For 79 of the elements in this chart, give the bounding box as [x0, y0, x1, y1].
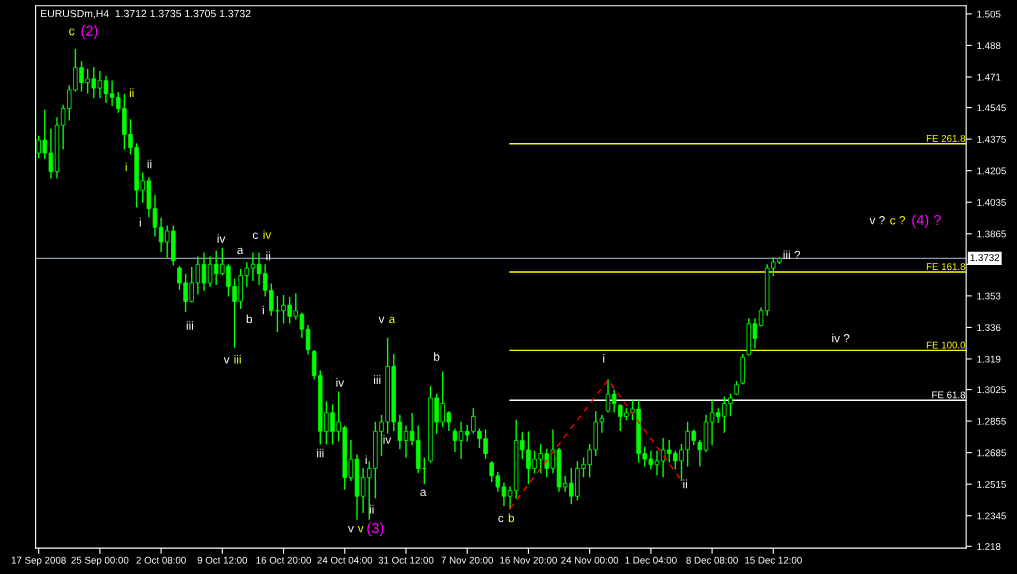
annotation: a	[389, 316, 396, 324]
ref-line-label: FE 61.8	[932, 391, 966, 399]
annotation: i	[365, 455, 367, 465]
y-tick-label: 1.4035	[977, 198, 1006, 206]
annotation: iv	[383, 435, 392, 444]
annotation: ii	[147, 159, 152, 169]
annotation: c ?	[890, 216, 906, 225]
y-tick-label: 1.2855	[977, 417, 1006, 425]
annotation: v	[378, 316, 385, 324]
annotation: (3)	[367, 522, 384, 537]
annotation: v	[223, 357, 230, 364]
annotation: i	[125, 162, 127, 172]
annotation: iv	[217, 234, 226, 243]
candlestick	[605, 379, 611, 413]
candlestick	[103, 75, 109, 104]
y-tick-label: 1.336	[977, 324, 1001, 332]
x-tick-label: 7 Nov 20:00	[441, 556, 494, 564]
annotation: c	[252, 232, 259, 239]
ref-line-label: FE 161.8	[926, 263, 966, 271]
annotation: iv	[263, 230, 272, 239]
y-tick-label: 1.2345	[977, 512, 1006, 520]
annotation: iii	[234, 354, 241, 364]
annotation: iii ?	[783, 250, 801, 260]
y-tick-label: 1.2515	[977, 480, 1006, 488]
x-tick-label: 24 Nov 00:00	[561, 556, 619, 564]
annotation: v	[357, 526, 364, 533]
y-tick-label: 1.4545	[977, 104, 1006, 112]
y-tick-label: 1.353	[977, 292, 1001, 300]
y-tick-label: 1.3865	[977, 230, 1006, 238]
x-tick-label: 16 Nov 20:00	[500, 556, 557, 564]
annotation: iv ?	[832, 333, 850, 343]
annotation: ii	[369, 504, 374, 514]
chart-title: EURUSDm,H4 1.3712 1.3735 1.3705 1.3732	[41, 9, 251, 19]
annotation: a	[237, 247, 244, 255]
annotation: b	[434, 352, 440, 361]
y-tick-label: 1.471	[977, 73, 1001, 81]
annotation: b	[508, 513, 515, 523]
annotation: ii	[266, 251, 271, 261]
annotation: b	[246, 314, 253, 324]
y-tick-label: 1.4375	[977, 135, 1006, 143]
ref-line-label: FE 261.8	[926, 134, 966, 142]
y-tick-label: 1.4205	[977, 167, 1006, 175]
x-tick-label: 1 Dec 04:00	[625, 556, 677, 564]
x-tick-label: 16 Oct 20:00	[256, 556, 311, 564]
y-tick-label: 1.488	[977, 42, 1001, 50]
x-tick-label: 15 Dec 12:00	[745, 556, 802, 564]
y-tick-label: 1.3025	[977, 386, 1006, 394]
candlestick	[452, 428, 458, 453]
x-tick-label: 17 Sep 2008	[11, 556, 66, 566]
annotation: v ?	[869, 216, 885, 225]
y-tick-label: 1.505	[977, 10, 1001, 18]
annotation: iii	[186, 321, 194, 330]
annotation: i	[139, 217, 141, 227]
annotation: ii	[129, 88, 134, 97]
annotation: c	[498, 515, 504, 523]
x-tick-label: 31 Oct 12:00	[378, 556, 434, 564]
annotation: iii	[317, 448, 324, 458]
candlestick	[611, 389, 617, 413]
annotation: (2)	[81, 25, 98, 39]
x-tick-label: 2 Oct 08:00	[136, 556, 186, 564]
annotation: a	[420, 489, 427, 497]
x-tick-label: 24 Oct 04:00	[317, 556, 373, 564]
annotation: iv	[336, 378, 345, 387]
annotation: ii	[683, 479, 687, 489]
y-tick-label: 1.218	[977, 543, 1001, 550]
annotation: v	[347, 526, 354, 533]
y-tick-label: 1.2685	[977, 449, 1006, 457]
annotation: i	[603, 354, 605, 363]
ref-line-label: 1.3732	[970, 254, 1000, 262]
x-tick-label: 8 Dec 08:00	[686, 556, 738, 564]
annotation: iii	[374, 375, 381, 384]
y-tick-label: 1.319	[977, 355, 1001, 363]
annotation: c	[69, 28, 75, 36]
candlestick	[305, 325, 311, 355]
annotation: (4) ?	[912, 214, 941, 229]
x-tick-label: 25 Sep 00:00	[71, 556, 129, 566]
ref-line-label: FE 100.0	[926, 341, 966, 349]
annotation: i	[262, 305, 264, 315]
x-tick-label: 9 Oct 12:00	[197, 556, 248, 564]
